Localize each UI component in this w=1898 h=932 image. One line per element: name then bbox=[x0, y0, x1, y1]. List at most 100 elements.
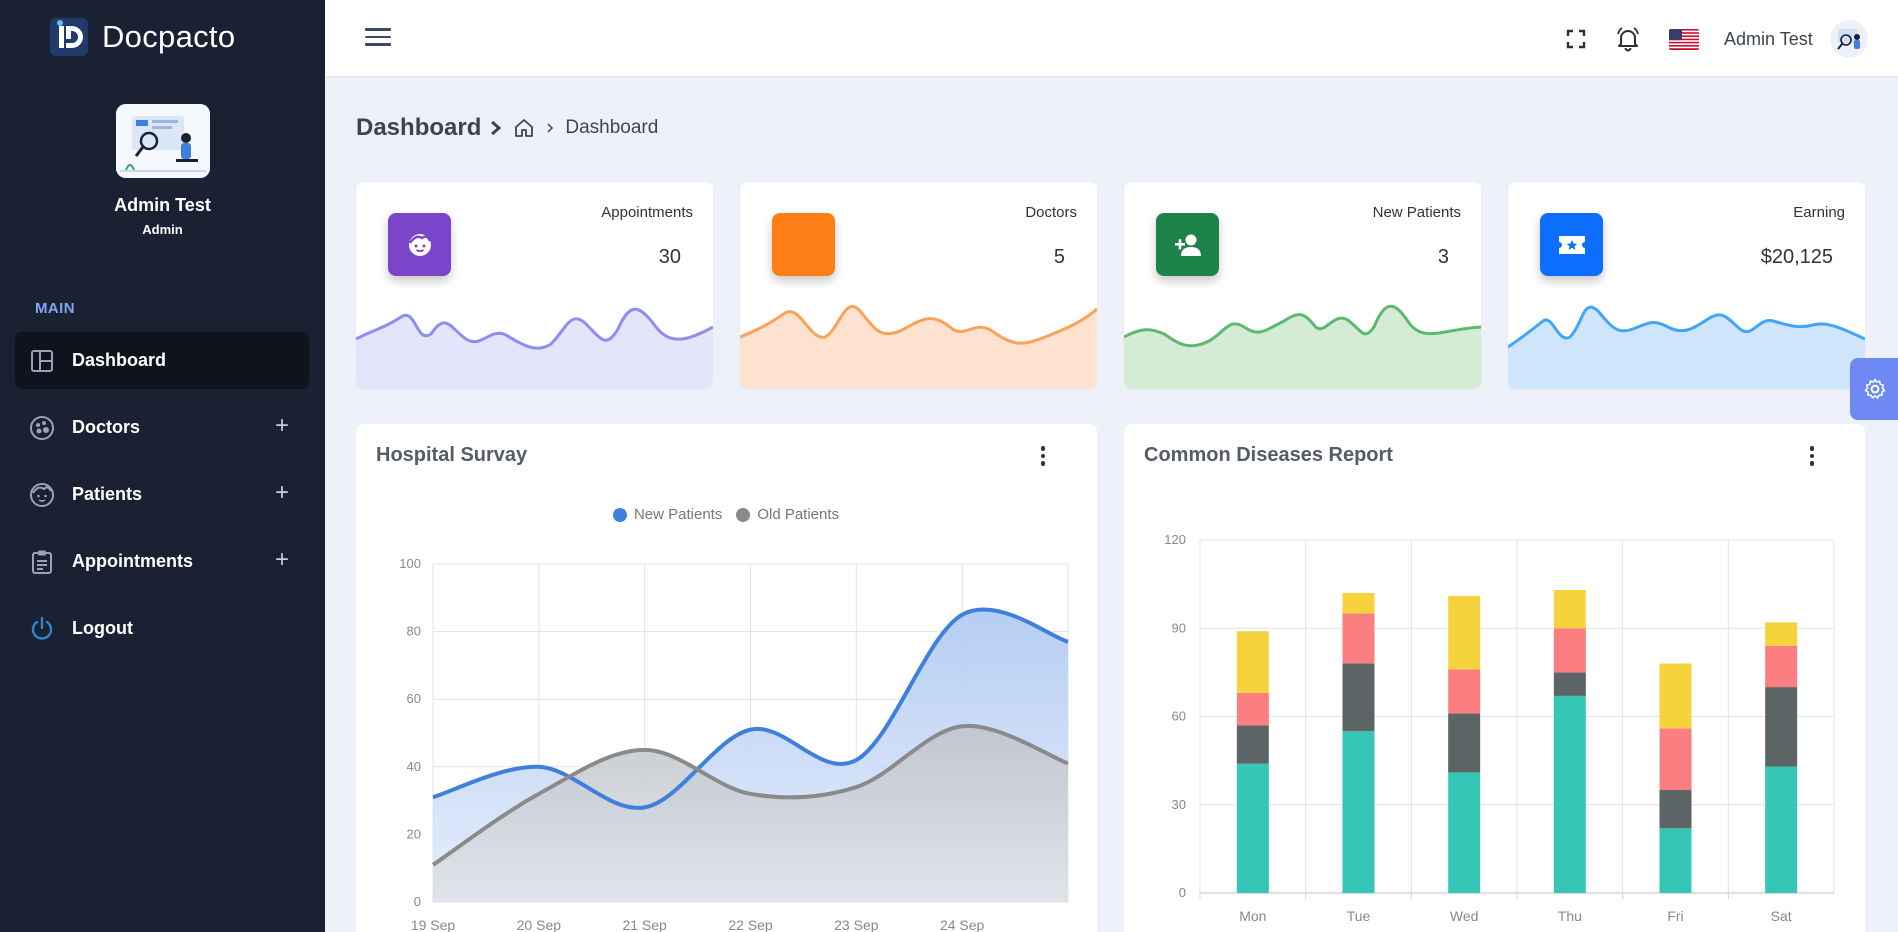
profile-name: Admin Test bbox=[114, 195, 211, 215]
page-title: Dashboard bbox=[356, 114, 482, 141]
panel-title: Hospital Survay bbox=[376, 444, 528, 466]
stat-label: New Patients bbox=[1372, 204, 1461, 221]
bar-mon-seg-1 bbox=[1236, 725, 1269, 764]
brand[interactable]: Docpacto bbox=[50, 18, 235, 56]
expand-icon[interactable]: + bbox=[274, 412, 289, 439]
header-user-name[interactable]: Admin Test bbox=[1724, 29, 1813, 49]
doctor-stat-icon bbox=[772, 213, 835, 276]
sidebar-item-appointments[interactable]: Appointments + bbox=[15, 533, 309, 590]
legend-label: Old Patients bbox=[757, 506, 840, 523]
bar-sat-seg-1 bbox=[1765, 687, 1798, 767]
area-old-patients bbox=[433, 725, 1068, 902]
home-icon[interactable] bbox=[513, 117, 535, 139]
x-tick-label: 20 Sep bbox=[517, 917, 562, 932]
doctors-sparkline bbox=[740, 305, 1097, 389]
legend-new-patients[interactable]: New Patients bbox=[612, 506, 723, 523]
stat-card-new-patients: New Patients 3 bbox=[1124, 182, 1481, 389]
sidebar-item-dashboard[interactable]: Dashboard bbox=[15, 332, 309, 389]
gear-icon bbox=[1864, 378, 1886, 399]
expand-icon[interactable]: + bbox=[274, 546, 289, 573]
brand-name: Docpacto bbox=[102, 19, 236, 54]
avatar-icon bbox=[1830, 20, 1868, 58]
menu-toggle-icon[interactable] bbox=[365, 28, 391, 50]
common-diseases-chart: 0 30 60 90 120 Mon Tue Wed Thu Fri Sat bbox=[1164, 532, 1835, 924]
y-tick-label: 90 bbox=[1172, 620, 1186, 635]
bar-tue-seg-1 bbox=[1342, 663, 1375, 732]
stat-value: $20,125 bbox=[1760, 246, 1833, 268]
user-plus-icon bbox=[1156, 213, 1219, 276]
x-tick-label: 24 Sep bbox=[940, 917, 985, 932]
bar-fri-seg-3 bbox=[1659, 663, 1692, 729]
sidebar-item-logout[interactable]: Logout bbox=[15, 600, 309, 657]
bar-wed-seg-3 bbox=[1448, 595, 1481, 670]
legend-marker bbox=[612, 507, 627, 522]
bar-thu-seg-2 bbox=[1553, 628, 1586, 673]
bar-wed-seg-0 bbox=[1448, 772, 1481, 893]
sidebar-item-label: Patients bbox=[72, 484, 143, 504]
y-tick-label: 80 bbox=[407, 624, 421, 639]
patient-face-icon bbox=[29, 482, 55, 508]
x-tick-label: Thu bbox=[1558, 908, 1582, 924]
bar-fri-seg-2 bbox=[1659, 728, 1692, 791]
sidebar-item-label: Appointments bbox=[72, 551, 193, 571]
bar-tue-seg-0 bbox=[1342, 731, 1375, 893]
more-options-icon[interactable] bbox=[1038, 446, 1048, 470]
bar-fri-seg-0 bbox=[1659, 828, 1692, 893]
doctor-icon bbox=[29, 415, 55, 441]
profile-role: Admin bbox=[142, 222, 183, 237]
y-tick-label: 0 bbox=[1179, 885, 1186, 900]
line-old-patients bbox=[431, 724, 1069, 867]
settings-button[interactable] bbox=[1850, 358, 1898, 420]
sidebar-item-doctors[interactable]: Doctors + bbox=[15, 399, 309, 456]
hospital-survey-chart: 0 20 40 60 80 100 19 Sep 20 Sep 21 Sep 22 Sep 23 S… bbox=[399, 556, 1069, 932]
sidebar-item-label: Logout bbox=[72, 618, 133, 638]
bar-sat-seg-2 bbox=[1765, 645, 1798, 688]
docpacto-logo-icon bbox=[50, 18, 88, 56]
us-flag-icon[interactable] bbox=[1669, 29, 1699, 50]
header-avatar[interactable] bbox=[1830, 20, 1868, 58]
breadcrumb-current: Dashboard bbox=[565, 117, 659, 138]
y-tick-label: 40 bbox=[407, 759, 421, 774]
y-tick-label: 60 bbox=[407, 691, 421, 706]
chart-legend: New Patients Old Patients bbox=[356, 506, 1096, 523]
profile-illustration-icon bbox=[115, 104, 210, 178]
earning-sparkline bbox=[1508, 305, 1865, 389]
bar-wed-seg-2 bbox=[1448, 669, 1481, 714]
bar-thu-seg-1 bbox=[1553, 672, 1586, 696]
more-options-icon[interactable] bbox=[1807, 446, 1817, 470]
profile-avatar[interactable] bbox=[115, 104, 210, 178]
breadcrumb: Dashboard Dashboard bbox=[356, 114, 658, 142]
expand-icon[interactable]: + bbox=[274, 479, 289, 506]
bell-icon[interactable] bbox=[1615, 26, 1641, 52]
sidebar-item-patients[interactable]: Patients + bbox=[15, 466, 309, 523]
chevron-right-small-icon bbox=[547, 123, 554, 133]
bar-tue-seg-3 bbox=[1342, 592, 1375, 614]
hospital-survey-panel: Hospital Survay New Patients Old Patient… bbox=[356, 424, 1097, 932]
face-icon bbox=[388, 213, 451, 276]
stat-card-earning: Earning $20,125 bbox=[1508, 182, 1865, 389]
bar-mon-seg-0 bbox=[1236, 763, 1269, 893]
stat-value: 5 bbox=[1053, 246, 1065, 268]
fullscreen-icon[interactable] bbox=[1563, 26, 1589, 52]
stat-label: Appointments bbox=[601, 204, 693, 221]
legend-label: New Patients bbox=[633, 506, 723, 523]
ticket-icon bbox=[1540, 213, 1603, 276]
bar-wed-seg-1 bbox=[1448, 713, 1481, 773]
x-tick-label: 22 Sep bbox=[728, 917, 773, 932]
new-patients-sparkline bbox=[1124, 304, 1481, 389]
user-profile: Admin Test Admin bbox=[0, 104, 325, 237]
stat-label: Earning bbox=[1793, 204, 1845, 221]
y-tick-label: 120 bbox=[1164, 532, 1186, 547]
y-tick-label: 20 bbox=[407, 826, 421, 841]
x-tick-label: Sat bbox=[1771, 908, 1792, 924]
sidebar-nav: Dashboard Doctors + Patients + Appointme… bbox=[15, 332, 309, 667]
appointments-sparkline bbox=[356, 307, 713, 389]
x-tick-label: Mon bbox=[1239, 908, 1266, 924]
stat-card-doctors: Doctors 5 bbox=[740, 182, 1097, 389]
legend-old-patients[interactable]: Old Patients bbox=[736, 506, 839, 523]
sidebar-item-label: Doctors bbox=[72, 417, 141, 437]
legend-marker bbox=[736, 507, 751, 522]
x-tick-label: 19 Sep bbox=[411, 917, 456, 932]
y-tick-label: 100 bbox=[399, 556, 421, 571]
x-tick-label: Fri bbox=[1667, 908, 1683, 924]
